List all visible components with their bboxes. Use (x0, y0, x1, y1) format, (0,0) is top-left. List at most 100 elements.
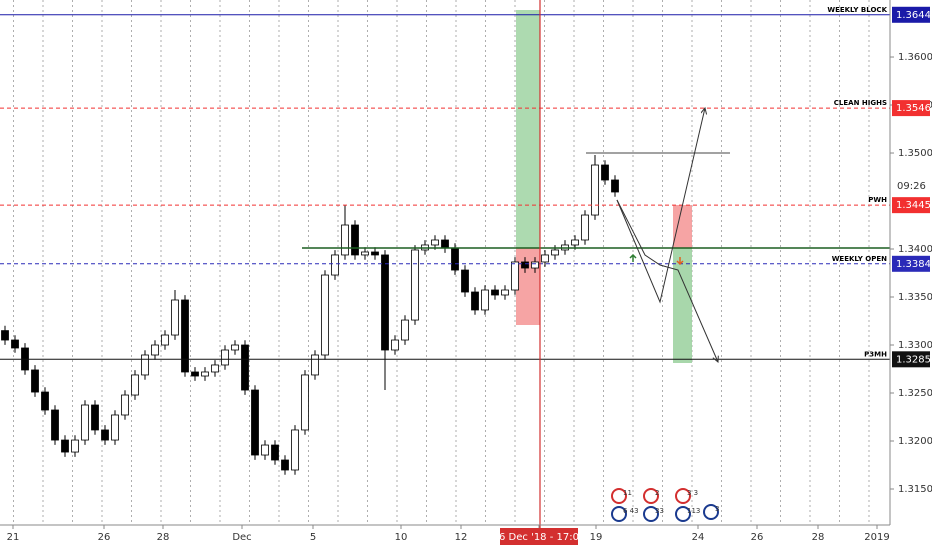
candle-body (271, 444, 279, 461)
event-count: 33 (655, 507, 664, 515)
candle-body (461, 269, 469, 293)
zone-red (516, 248, 540, 325)
y-tick-label: 1.32000 (898, 436, 932, 447)
level-price: 1.32851 (896, 354, 932, 365)
candle-body (71, 439, 79, 453)
candle-body (361, 251, 369, 256)
y-tick-label: 1.34000 (898, 244, 932, 255)
zones (516, 10, 692, 363)
y-tick-label: 1.36000 (898, 52, 932, 63)
down-arrow (676, 257, 684, 266)
y-tick-label: 1.33000 (898, 340, 932, 351)
candle-body (311, 354, 319, 376)
x-tick-label: 21 (7, 532, 20, 543)
candle-body (351, 224, 359, 256)
zone-green (516, 10, 540, 248)
x-tick-label: 5 (310, 532, 316, 543)
event-flag (703, 504, 719, 520)
y-tick-label: 1.33500 (898, 292, 932, 303)
level-label: PWH (868, 196, 887, 204)
candle-body (231, 344, 239, 351)
candle-body (211, 364, 219, 373)
event-flag (611, 488, 627, 504)
candle-body (91, 404, 99, 431)
event-flag (675, 488, 691, 504)
x-tick-label: 28 (812, 532, 825, 543)
candle-body (121, 394, 129, 416)
candle-body (151, 344, 159, 356)
candle-body (201, 371, 209, 377)
candle-body (531, 261, 539, 269)
y-tick-label: 1.32500 (898, 388, 932, 399)
event-count: 113 (687, 507, 700, 515)
candle-body (241, 344, 249, 391)
y-tick-label: 1.31500 (898, 484, 932, 495)
level-label: P3MH (864, 350, 887, 358)
event-flag (675, 506, 691, 522)
axes: 1.360001.355001.350001.340001.335001.330… (7, 6, 932, 545)
candle-body (521, 261, 529, 269)
candle-body (471, 291, 479, 311)
level-price: 1.35468 (896, 103, 932, 114)
candle-body (291, 429, 299, 471)
level-price-bg (892, 100, 930, 117)
candle-body (341, 224, 349, 256)
x-tick-label: 2019 (864, 532, 889, 543)
drawings (302, 0, 890, 528)
candle-body (541, 254, 549, 263)
x-tick-label: 28 (157, 532, 170, 543)
candle-body (451, 247, 459, 271)
candle-body (571, 239, 579, 246)
path-arrow (616, 108, 705, 304)
x-tick-label: 26 (751, 532, 764, 543)
candle-body (191, 371, 199, 377)
x-tick-label: 24 (692, 532, 705, 543)
x-tick-label: 19 (590, 532, 603, 543)
countdown: 09:26 (897, 181, 926, 192)
level-price-bg (892, 255, 930, 272)
candle-body (401, 319, 409, 341)
candle-body (51, 409, 59, 441)
candle-body (371, 251, 379, 256)
level-price-bg (892, 351, 930, 368)
zone-red (673, 205, 692, 248)
event-flag (611, 506, 627, 522)
candle-body (161, 334, 169, 346)
path-arrow (616, 199, 718, 362)
candle-body (131, 374, 139, 396)
candle-body (221, 349, 229, 366)
event-count: 3 3 (687, 489, 698, 497)
candle-body (411, 249, 419, 321)
candle-body (501, 289, 509, 296)
level-price-bg (892, 197, 930, 214)
candle-body (491, 289, 499, 296)
level-price: 1.34457 (896, 200, 932, 211)
candle-body (141, 354, 149, 376)
candle-body (301, 374, 309, 431)
candle-body (281, 459, 289, 471)
candle-body (1, 330, 9, 341)
x-tick-label: 10 (395, 532, 408, 543)
y-tick-label: 1.35000 (898, 148, 932, 159)
candle-body (101, 429, 109, 441)
candle-body (431, 239, 439, 246)
candle-body (251, 389, 259, 456)
event-count: 3 (715, 505, 719, 513)
candle-body (381, 254, 389, 351)
candle-body (11, 339, 19, 349)
candle-body (41, 391, 49, 411)
candle-body (181, 299, 189, 373)
level-label: WEEKLY BLOCK (827, 6, 887, 14)
event-flag (643, 488, 659, 504)
x-tick-label: Dec (232, 532, 251, 543)
x-tick-label: 26 (98, 532, 111, 543)
candle-body (171, 299, 179, 336)
event-count: 11 (623, 489, 632, 497)
x-tick-label: 16 Dec '18 - 17:00 (493, 532, 586, 543)
event-count: 2 (655, 489, 659, 497)
up-arrow (629, 253, 637, 262)
candle-body (391, 339, 399, 351)
candle-body (111, 414, 119, 441)
candle-body (81, 404, 89, 441)
